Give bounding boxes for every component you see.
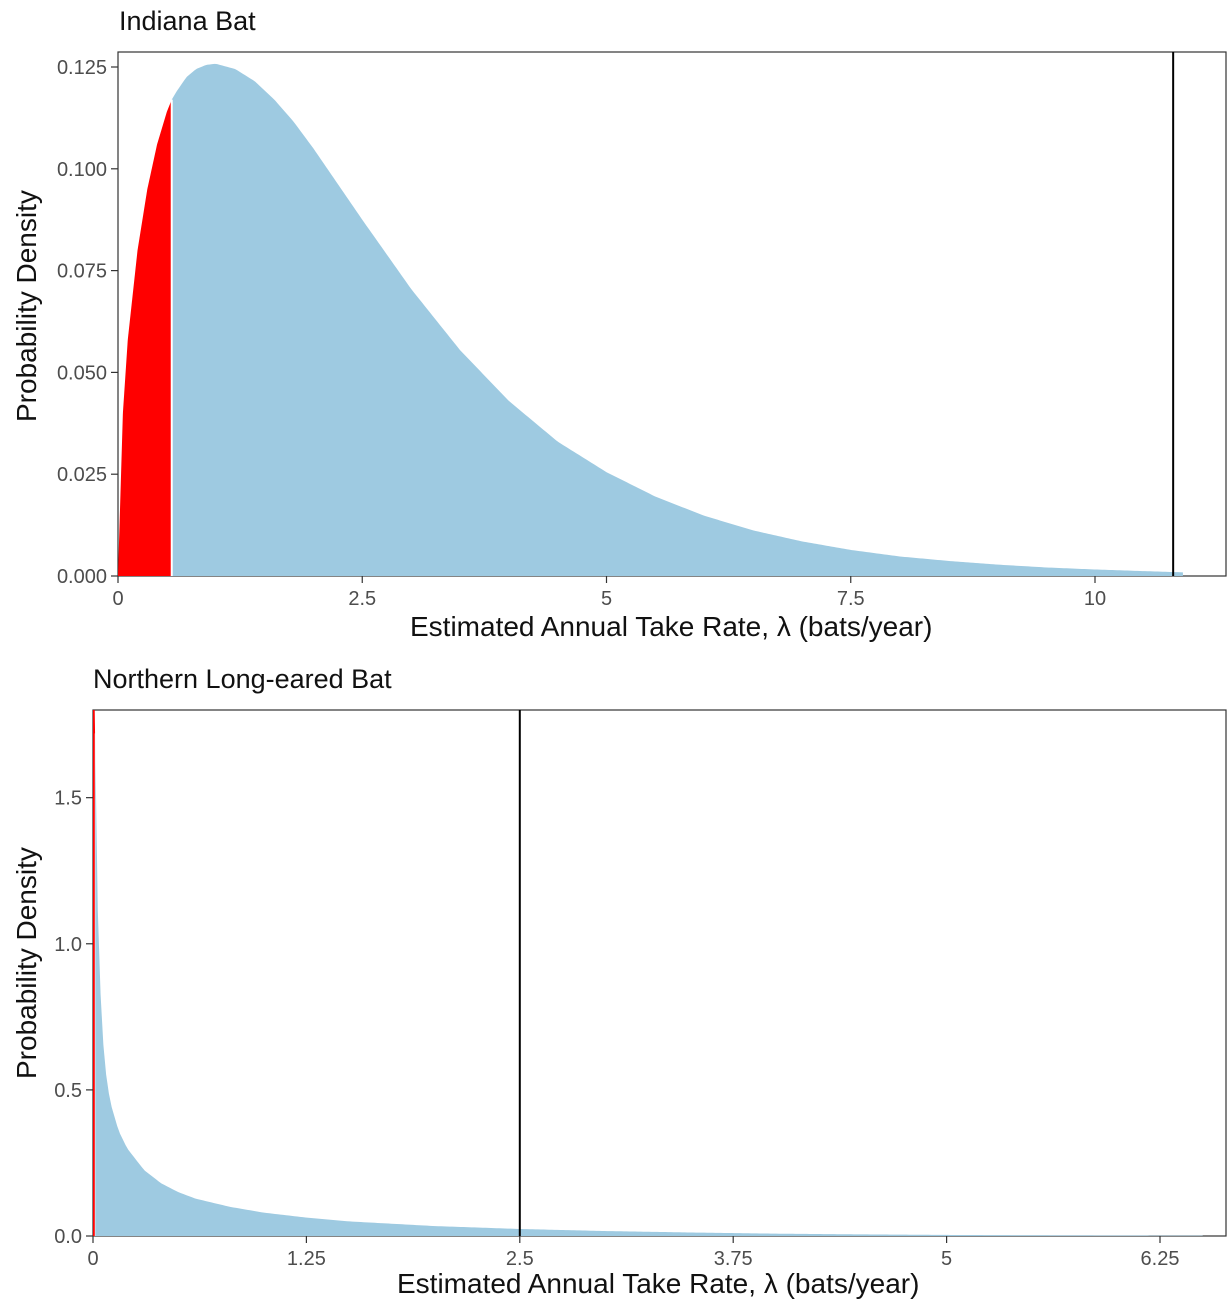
- plot-area: [118, 52, 1183, 576]
- northern-long-eared-bat-panel: 0 1.25 2.5 3.75 5 6.25 0.0 0.5 1.0 1.5: [54, 709, 1227, 1270]
- y-tick-label: 0.0: [54, 1226, 82, 1248]
- density-lower-tail-area: [93, 710, 96, 1236]
- y-tick-label: 0.025: [57, 464, 107, 486]
- x-tick-label: 7.5: [837, 588, 865, 610]
- indiana-bat-title: Indiana Bat: [119, 6, 256, 36]
- northern-long-eared-bat-title: Northern Long-eared Bat: [93, 664, 392, 694]
- plot-area: [93, 710, 1203, 1236]
- plot-border: [92, 709, 1227, 1237]
- indiana-bat-x-axis-title: Estimated Annual Take Rate, λ (bats/year…: [410, 611, 933, 642]
- x-tick-label: 6.25: [1141, 1248, 1180, 1270]
- northern-long-eared-bat-x-axis-title: Estimated Annual Take Rate, λ (bats/year…: [397, 1268, 920, 1299]
- northern-long-eared-bat-y-axis-title: Probability Density: [11, 847, 42, 1079]
- indiana-bat-y-axis-title: Probability Density: [11, 190, 42, 422]
- y-tick-label: 0.125: [57, 57, 107, 79]
- x-tick-label: 10: [1084, 588, 1106, 610]
- density-upper-area: [171, 63, 1183, 576]
- y-tick-label: 0.100: [57, 159, 107, 181]
- density-lower-tail-area: [118, 99, 172, 576]
- indiana-bat-panel: 0 2.5 5 7.5 10 0.000 0.025 0.050 0.075 0.100 0.125: [57, 51, 1227, 610]
- y-tick-label: 0.000: [57, 566, 107, 588]
- y-tick-label: 0.075: [57, 261, 107, 283]
- y-tick-label: 1.5: [54, 788, 82, 810]
- x-tick-label: 2.5: [348, 588, 376, 610]
- x-tick-label: 1.25: [287, 1248, 326, 1270]
- x-tick-label: 3.75: [714, 1248, 753, 1270]
- y-tick-label: 1.0: [54, 934, 82, 956]
- x-tick-label: 0: [87, 1248, 98, 1270]
- x-tick-label: 5: [601, 588, 612, 610]
- x-tick-label: 2.5: [506, 1248, 534, 1270]
- density-upper-area: [95, 733, 1203, 1236]
- y-tick-label: 0.050: [57, 362, 107, 384]
- y-tick-label: 0.5: [54, 1080, 82, 1102]
- x-tick-label: 5: [941, 1248, 952, 1270]
- x-tick-label: 0: [112, 588, 123, 610]
